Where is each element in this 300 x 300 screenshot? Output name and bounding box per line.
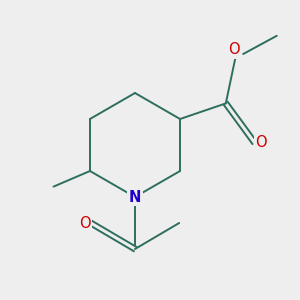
Text: O: O [228, 43, 240, 58]
Text: N: N [129, 190, 141, 205]
Text: O: O [79, 215, 91, 230]
Text: O: O [256, 135, 267, 150]
